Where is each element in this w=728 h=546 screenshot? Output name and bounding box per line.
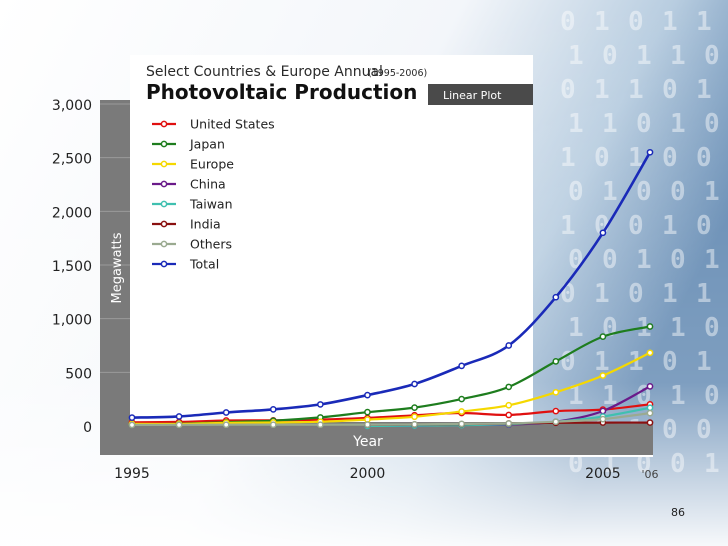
y-tick-label: 2,500 (52, 152, 92, 168)
data-point-united-states (505, 411, 513, 419)
data-point-total (364, 391, 371, 399)
legend-label-taiwan: Taiwan (189, 197, 233, 212)
data-point-taiwan (646, 404, 654, 412)
y-tick-labels: 0 500 1,000 1,500 2,000 2,500 3,000 (52, 98, 92, 436)
data-point-others (458, 420, 465, 428)
data-point-others (317, 421, 324, 429)
series-line-united-states (131, 403, 651, 424)
legend-label-india: India (190, 217, 221, 232)
data-point-total (458, 362, 465, 370)
data-point-others (222, 421, 230, 429)
data-point-europe (552, 388, 560, 396)
data-point-others (646, 409, 654, 417)
y-axis-band (100, 100, 130, 455)
data-point-europe (599, 372, 607, 379)
y-axis-label: Megawatts (110, 232, 125, 303)
chart-title-years: (1995-2006) (368, 68, 427, 79)
legend-label-japan: Japan (189, 137, 225, 152)
y-tick-label: 1,000 (52, 313, 92, 329)
data-point-others (599, 415, 607, 423)
legend-marker-india (160, 220, 168, 228)
data-point-others (364, 421, 371, 428)
data-point-others (505, 420, 513, 427)
data-point-total (505, 342, 513, 349)
data-point-others (128, 421, 136, 429)
x-axis-label: Year (352, 434, 383, 450)
data-point-europe (646, 349, 654, 357)
panel-bottom-edge (130, 455, 653, 457)
data-point-others (411, 421, 418, 428)
legend-marker-others (160, 240, 168, 248)
data-point-total (222, 409, 230, 416)
y-tick-label: 2,000 (52, 205, 92, 221)
slide-number: 86 (671, 506, 685, 519)
legend-marker-united-states (160, 120, 168, 128)
series-line-europe (131, 351, 651, 426)
series-line-others (131, 412, 651, 426)
y-tick-label: 500 (65, 366, 92, 382)
legend-label-others: Others (190, 237, 232, 252)
x-tick-label: 1995 (114, 466, 150, 482)
data-point-japan (552, 358, 560, 365)
x-tick-label: 2000 (350, 466, 386, 482)
legend: United States Japan Europe China Taiwan India… (152, 117, 275, 272)
data-point-japan (458, 395, 465, 403)
x-tick-label: 2005 (585, 466, 621, 482)
series-points (128, 148, 654, 430)
data-point-japan (646, 323, 654, 330)
y-tick-label: 3,000 (52, 98, 92, 114)
chart-title-line1: Select Countries & Europe Annual (146, 64, 383, 80)
x-axis-band (130, 422, 653, 455)
data-point-others (552, 418, 560, 426)
chart-title-line2: Photovoltaic Production (146, 80, 417, 104)
data-point-india (646, 419, 654, 426)
data-point-japan (505, 383, 513, 391)
legend-label-europe: Europe (190, 157, 234, 172)
data-point-japan (599, 333, 607, 340)
horizontal-gridlines (100, 103, 130, 373)
legend-label-china: China (190, 177, 226, 192)
data-point-japan (411, 404, 418, 411)
legend-marker-total (160, 260, 168, 268)
plot-type-tab (428, 84, 533, 105)
data-point-total (411, 380, 418, 388)
legend-marker-japan (160, 140, 168, 148)
data-point-total (128, 414, 136, 421)
legend-marker-taiwan (160, 200, 168, 208)
data-point-europe (505, 401, 513, 409)
data-point-total (269, 406, 277, 413)
x-tick-label: '06 (641, 468, 658, 481)
chart-panel (130, 55, 533, 455)
data-point-china (599, 407, 607, 415)
data-point-japan (364, 408, 371, 416)
data-point-others (269, 421, 277, 429)
legend-label-united-states: United States (190, 117, 275, 132)
data-point-total (646, 148, 654, 156)
data-point-others (175, 421, 183, 429)
plot-type-label: Linear Plot (443, 89, 502, 102)
y-tick-label: 1,500 (52, 259, 92, 275)
data-point-europe (458, 408, 465, 415)
legend-marker-china (160, 180, 168, 188)
data-point-china (646, 383, 654, 390)
legend-label-total: Total (189, 257, 219, 272)
y-tick-label: 0 (83, 420, 92, 436)
data-point-total (552, 293, 560, 301)
data-point-total (317, 401, 324, 408)
x-tick-labels: 1995 2000 2005 '06 (114, 466, 658, 482)
data-point-total (599, 229, 607, 237)
data-point-united-states (552, 407, 560, 415)
legend-marker-europe (160, 160, 168, 168)
data-point-total (175, 413, 183, 420)
data-point-europe (411, 413, 418, 421)
